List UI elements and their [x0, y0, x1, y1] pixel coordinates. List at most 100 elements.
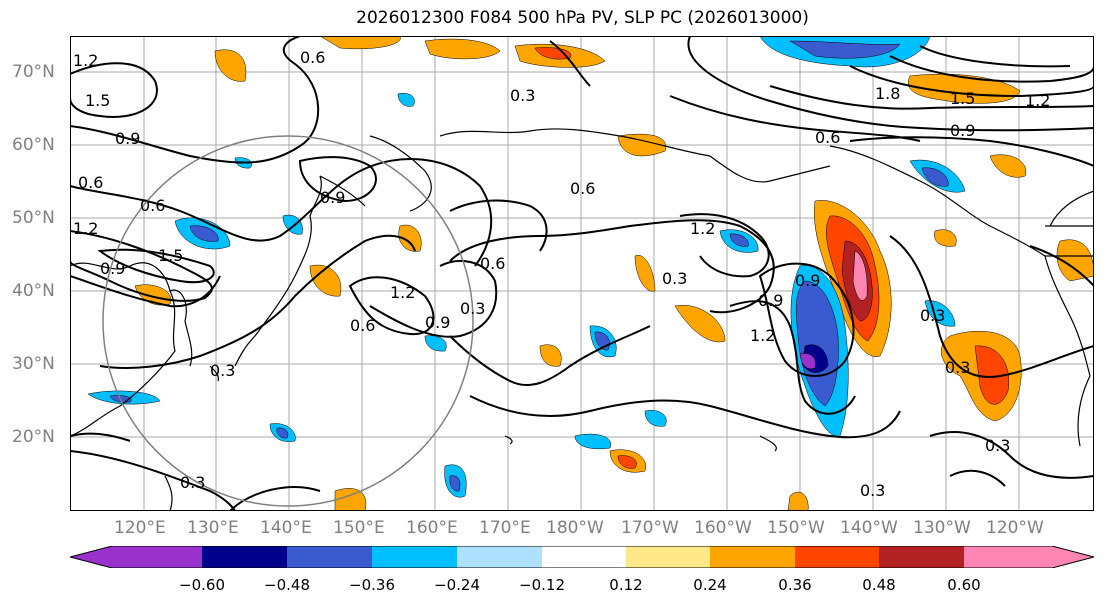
slp-contours: [70, 36, 1094, 511]
pv-neg-5b: [276, 427, 289, 439]
lon-label: 120°E: [114, 518, 166, 538]
contour-label: 0.6: [815, 128, 840, 147]
pv-neg-1b: [789, 40, 901, 59]
contour-label: 0.6: [140, 196, 165, 215]
map-svg: 1.2 1.5 0.9 0.6 0.6 0.3 1.2 1.5 0.9 0.6 …: [70, 36, 1094, 511]
pv-pos-12b: [617, 455, 637, 469]
contour-label: 1.5: [158, 246, 183, 265]
contour-label: 0.6: [570, 179, 595, 198]
lon-label: 140°W: [840, 518, 898, 538]
lon-label: 140°E: [260, 518, 312, 538]
contour-label: 0.3: [662, 269, 687, 288]
lon-label: 160°E: [406, 518, 458, 538]
lat-label-60: 60°N: [12, 135, 55, 155]
lon-label: 170°W: [621, 518, 679, 538]
lon-label: 170°E: [479, 518, 531, 538]
pv-neg-2d: [799, 353, 816, 370]
coastlines: [70, 128, 1094, 511]
pv-pos-18: [989, 154, 1026, 178]
contour-label: 0.6: [300, 48, 325, 67]
contour-label: 1.2: [1025, 91, 1050, 110]
contour-label: 1.2: [73, 219, 98, 238]
pv-pos-10: [398, 224, 422, 252]
contour-label: 1.8: [875, 84, 900, 103]
contour-label: 1.5: [85, 91, 110, 110]
lon-label: 120°W: [986, 518, 1044, 538]
map-panel: 1.2 1.5 0.9 0.6 0.6 0.3 1.2 1.5 0.9 0.6 …: [70, 36, 1094, 511]
colorbar-swatch-white: [542, 546, 626, 568]
contour-label: 0.9: [795, 271, 820, 290]
lat-label-50: 50°N: [12, 208, 55, 228]
pv-pos-20: [787, 491, 809, 511]
pv-pos-1d: [852, 250, 868, 301]
contour-label: 1.5: [950, 89, 975, 108]
map-title: 2026012300 F084 500 hPa PV, SLP PC (2026…: [356, 8, 809, 28]
pv-pos-14: [1056, 239, 1094, 282]
range-ring: [102, 135, 474, 507]
contour-label: 0.9: [425, 313, 450, 332]
pv-pos-8: [674, 304, 726, 343]
lat-label-70: 70°N: [12, 62, 55, 82]
lon-label: 160°W: [694, 518, 752, 538]
lat-label-20: 20°N: [12, 427, 55, 447]
contour-label: 0.3: [985, 436, 1010, 455]
contour-label: 0.3: [945, 358, 970, 377]
lon-label: 180°W: [546, 518, 604, 538]
lon-label: 150°E: [333, 518, 385, 538]
pv-pos-6: [319, 36, 401, 50]
colorbar-swatch-pink: [964, 546, 1094, 568]
colorbar-tick: −0.12: [519, 576, 565, 594]
pv-pos-11: [134, 284, 171, 306]
pv-neg-15: [397, 93, 415, 107]
lat-label-30: 30°N: [12, 354, 55, 374]
pv-neg-7b: [449, 475, 461, 492]
pv-neg-12: [644, 410, 667, 427]
colorbar-swatch-yellow: [626, 546, 710, 568]
lat-label-40: 40°N: [12, 281, 55, 301]
pv-neg-11: [574, 433, 611, 450]
pv-pos-7: [617, 133, 667, 157]
pv-pos-9: [309, 264, 342, 297]
pv-pos-4: [424, 38, 501, 60]
colorbar-swatch-purple: [70, 546, 202, 568]
pv-pos-2b: [974, 345, 1009, 405]
colorbar-tick: 0.48: [862, 576, 896, 594]
pv-pos-15: [539, 344, 562, 367]
pv-pos-13: [334, 488, 367, 511]
colorbar-tick: −0.48: [264, 576, 310, 594]
pv-neg-13: [282, 214, 303, 235]
contour-label: 0.3: [180, 473, 205, 492]
pv-neg-14: [424, 335, 447, 352]
colorbar-tick: −0.36: [349, 576, 395, 594]
contour-label: 0.3: [460, 299, 485, 318]
colorbar-tick: 0.36: [778, 576, 812, 594]
pv-neg-9b: [921, 167, 949, 187]
lon-label: 130°E: [187, 518, 239, 538]
pv-pos-19: [934, 229, 957, 247]
colorbar-tick: −0.24: [434, 576, 480, 594]
colorbar: [68, 545, 1096, 572]
pv-shading: [87, 36, 1094, 511]
colorbar-tick: 0.12: [609, 576, 643, 594]
colorbar-svg: [68, 545, 1096, 569]
contour-label: 0.9: [115, 129, 140, 148]
colorbar-swatch-orange: [710, 546, 795, 568]
contour-label: 0.6: [78, 173, 103, 192]
contour-label: 0.9: [950, 121, 975, 140]
contour-label: 0.6: [480, 254, 505, 273]
contour-label: 1.2: [750, 326, 775, 345]
pv-pos-16: [634, 255, 656, 292]
contour-label: 1.2: [390, 283, 415, 302]
colorbar-tick: 0.24: [693, 576, 727, 594]
contour-label: 0.9: [100, 259, 125, 278]
contour-label-group: 1.2 1.5 0.9 0.6 0.6 0.3 1.2 1.5 0.9 0.6 …: [73, 48, 1050, 500]
colorbar-tick: −0.60: [179, 576, 225, 594]
lon-label: 150°W: [767, 518, 825, 538]
pv-neg-3b: [189, 225, 219, 242]
contour-label: 0.3: [920, 306, 945, 325]
contour-label: 1.2: [690, 219, 715, 238]
colorbar-swatch-darkred: [879, 546, 964, 568]
lon-label: 130°W: [913, 518, 971, 538]
colorbar-swatch-red: [795, 546, 879, 568]
colorbar-swatch-lightblue: [457, 546, 542, 568]
